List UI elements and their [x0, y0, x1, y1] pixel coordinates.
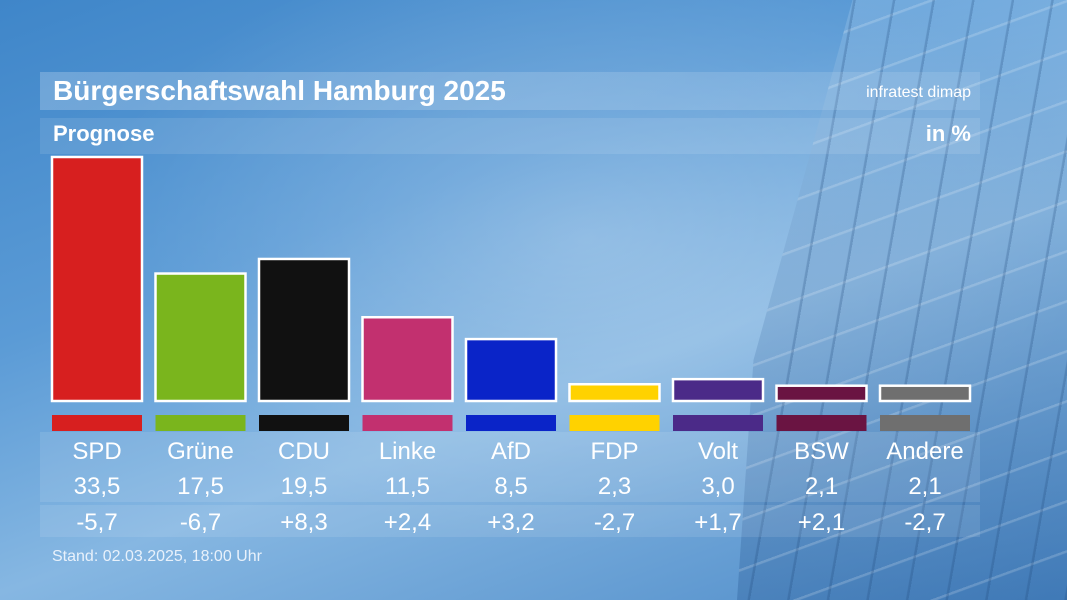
category-label-4: AfD	[491, 438, 531, 465]
color-strip-2	[259, 415, 349, 431]
category-label-7: BSW	[794, 438, 849, 465]
change-label-0: -5,7	[76, 509, 117, 536]
bar-7	[775, 384, 868, 403]
bar-2	[257, 257, 351, 403]
bar-3	[361, 315, 454, 403]
change-label-7: +2,1	[798, 509, 845, 536]
value-label-7: 2,1	[805, 473, 838, 500]
color-strip-0	[52, 415, 142, 431]
color-strip-5	[569, 415, 660, 431]
color-strip-7	[776, 415, 867, 431]
bar-0	[50, 155, 144, 403]
table-row-values	[40, 432, 980, 502]
source-label: infratest dimap	[866, 84, 971, 101]
chart-subtitle: Prognose	[53, 121, 155, 146]
value-label-2: 19,5	[281, 473, 328, 500]
bar-4	[464, 337, 558, 403]
bar-5	[568, 382, 661, 403]
category-label-1: Grüne	[167, 438, 234, 465]
timestamp: Stand: 02.03.2025, 18:00 Uhr	[52, 548, 262, 565]
chart-title: Bürgerschaftswahl Hamburg 2025	[53, 75, 506, 106]
bar-6	[671, 377, 765, 403]
unit-label: in %	[925, 121, 971, 146]
value-label-6: 3,0	[701, 473, 734, 500]
value-label-8: 2,1	[908, 473, 941, 500]
change-label-8: -2,7	[904, 509, 945, 536]
title-bar	[40, 72, 980, 110]
category-label-8: Andere	[886, 438, 963, 465]
table-row-changes	[40, 505, 980, 537]
change-label-4: +3,2	[487, 509, 534, 536]
category-label-6: Volt	[698, 438, 738, 465]
value-label-3: 11,5	[385, 473, 430, 500]
color-strip-6	[673, 415, 763, 431]
change-label-6: +1,7	[694, 509, 741, 536]
category-label-5: FDP	[591, 438, 639, 465]
category-label-3: Linke	[379, 438, 436, 465]
change-label-3: +2,4	[384, 509, 431, 536]
color-strip-8	[880, 415, 970, 431]
change-label-1: -6,7	[180, 509, 221, 536]
color-strip-1	[155, 415, 246, 431]
color-strip-3	[362, 415, 453, 431]
value-label-0: 33,5	[74, 473, 121, 500]
value-label-1: 17,5	[177, 473, 224, 500]
bar-1	[154, 272, 247, 403]
category-label-0: SPD	[72, 438, 121, 465]
change-label-5: -2,7	[594, 509, 635, 536]
bar-8	[878, 384, 972, 403]
change-label-2: +8,3	[280, 509, 327, 536]
color-strip-4	[466, 415, 556, 431]
value-label-5: 2,3	[598, 473, 631, 500]
value-label-4: 8,5	[494, 473, 527, 500]
subtitle-bar	[40, 118, 980, 154]
category-label-2: CDU	[278, 438, 330, 465]
